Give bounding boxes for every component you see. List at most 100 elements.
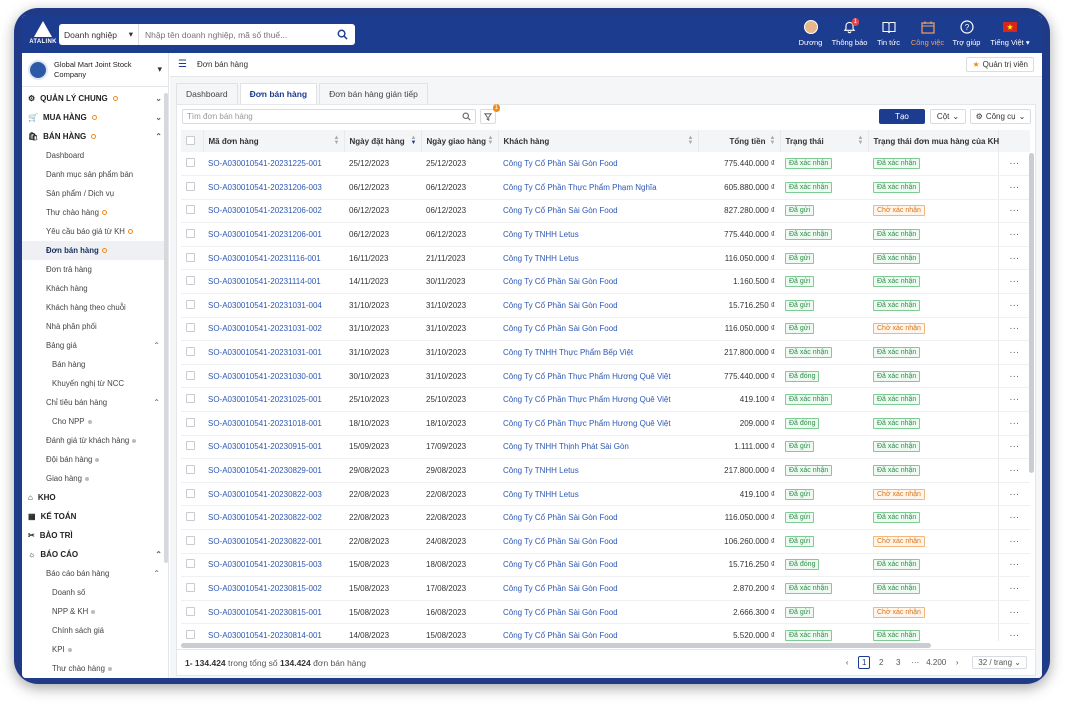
row-checkbox[interactable] bbox=[186, 370, 195, 380]
row-select-cell[interactable] bbox=[181, 340, 203, 365]
page-ellipsis[interactable]: ··· bbox=[911, 658, 920, 667]
table-row[interactable]: SO-A030010541-20230822-002 22/08/2023 22/0… bbox=[181, 505, 1030, 530]
row-select-cell[interactable] bbox=[181, 576, 203, 601]
row-actions-icon[interactable]: ··· bbox=[997, 293, 1030, 318]
sidebar-item-quote-request[interactable]: Yêu cầu báo giá từ KH bbox=[22, 222, 168, 241]
table-row[interactable]: SO-A030010541-20231225-001 25/12/2023 25/1… bbox=[181, 152, 1030, 177]
search-scope-select[interactable]: Doanh nghiệp ▾ bbox=[59, 24, 139, 45]
order-id-link[interactable]: SO-A030010541-20230822-002 bbox=[203, 505, 344, 530]
table-row[interactable]: SO-A030010541-20231018-001 18/10/2023 18/1… bbox=[181, 411, 1030, 436]
row-actions-icon[interactable]: ··· bbox=[997, 222, 1030, 247]
columns-button[interactable]: Cột ⌄ bbox=[930, 109, 966, 124]
sidebar-item-offer-letter[interactable]: Thư chào hàng bbox=[22, 203, 168, 222]
customer-link[interactable]: Công Ty TNHH Thực Phẩm Bếp Việt bbox=[498, 340, 698, 365]
row-checkbox[interactable] bbox=[186, 229, 195, 239]
row-checkbox[interactable] bbox=[186, 630, 195, 640]
table-row[interactable]: SO-A030010541-20231114-001 14/11/2023 30/1… bbox=[181, 269, 1030, 295]
order-id-link[interactable]: SO-A030010541-20231206-001 bbox=[203, 222, 344, 247]
row-checkbox[interactable] bbox=[186, 488, 195, 498]
row-checkbox[interactable] bbox=[186, 465, 195, 475]
page-2[interactable]: 2 bbox=[878, 658, 884, 667]
customer-link[interactable]: Công Ty Cổ Phần Sài Gòn Food bbox=[498, 529, 698, 554]
row-actions-icon[interactable]: ··· bbox=[997, 387, 1030, 413]
row-select-cell[interactable] bbox=[181, 411, 203, 436]
row-select-cell[interactable] bbox=[181, 152, 203, 177]
table-row[interactable]: SO-A030010541-20231206-001 06/12/2023 06/1… bbox=[181, 222, 1030, 247]
sidebar-item-price-ncc[interactable]: Khuyến nghị từ NCC bbox=[22, 374, 168, 393]
help-button[interactable]: ? Trợ giúp bbox=[947, 18, 986, 47]
order-id-link[interactable]: SO-A030010541-20231116-001 bbox=[203, 246, 344, 271]
table-row[interactable]: SO-A030010541-20231030-001 30/10/2023 31/1… bbox=[181, 364, 1030, 389]
search-button[interactable] bbox=[329, 24, 355, 45]
sidebar-item-dashboard[interactable]: Dashboard bbox=[22, 146, 168, 165]
row-actions-icon[interactable]: ··· bbox=[997, 246, 1030, 271]
row-select-cell[interactable] bbox=[181, 293, 203, 318]
customer-link[interactable]: Công Ty TNHH Letus bbox=[498, 246, 698, 271]
col-customer[interactable]: Khách hàng ▲ ▼ bbox=[498, 130, 699, 152]
order-id-link[interactable]: SO-A030010541-20231031-001 bbox=[203, 340, 344, 365]
row-actions-icon[interactable]: ··· bbox=[997, 529, 1030, 554]
filter-button[interactable]: 1 bbox=[480, 104, 500, 124]
row-actions-icon[interactable]: ··· bbox=[997, 600, 1030, 625]
table-horizontal-scrollbar[interactable] bbox=[181, 643, 931, 648]
row-checkbox[interactable] bbox=[186, 441, 195, 451]
col-customer-po-status[interactable]: Trạng thái đơn mua hàng của KH bbox=[868, 130, 999, 152]
row-checkbox[interactable] bbox=[186, 606, 195, 616]
customer-link[interactable]: Công Ty Cổ Phần Thực Phẩm Hương Quê Việt bbox=[498, 411, 698, 436]
row-select-cell[interactable] bbox=[181, 435, 203, 460]
row-select-cell[interactable] bbox=[181, 199, 203, 224]
tab-dashboard[interactable]: Dashboard bbox=[176, 83, 238, 104]
customer-link[interactable]: Công Ty TNHH Thịnh Phát Sài Gòn bbox=[498, 435, 698, 460]
customer-link[interactable]: Công Ty TNHH Letus bbox=[498, 482, 698, 507]
sidebar-section-general[interactable]: ⚙ QUẢN LÝ CHUNG ⌄ bbox=[22, 89, 168, 108]
row-select-cell[interactable] bbox=[181, 364, 203, 389]
row-actions-icon[interactable]: ··· bbox=[997, 411, 1030, 436]
row-checkbox[interactable] bbox=[186, 512, 195, 522]
sidebar-item-report-offer[interactable]: Thư chào hàng bbox=[22, 659, 168, 678]
order-id-link[interactable]: SO-A030010541-20230815-003 bbox=[203, 553, 344, 578]
sidebar-item-npp-kh[interactable]: NPP & KH bbox=[22, 602, 168, 621]
row-checkbox[interactable] bbox=[186, 299, 195, 309]
row-checkbox[interactable] bbox=[186, 559, 195, 569]
row-select-cell[interactable] bbox=[181, 387, 203, 413]
order-id-link[interactable]: SO-A030010541-20231031-004 bbox=[203, 293, 344, 318]
customer-link[interactable]: Công Ty TNHH Letus bbox=[498, 458, 698, 483]
order-id-link[interactable]: SO-A030010541-20230829-001 bbox=[203, 458, 344, 483]
page-size-select[interactable]: 32 / trang ⌄ bbox=[972, 656, 1027, 669]
row-checkbox[interactable] bbox=[186, 158, 195, 168]
sidebar-item-policy[interactable]: Chính sách giá bbox=[22, 621, 168, 640]
customer-link[interactable]: Công Ty Cổ Phần Thực Phẩm Hương Quê Việt bbox=[498, 364, 698, 389]
row-select-cell[interactable] bbox=[181, 246, 203, 271]
table-row[interactable]: SO-A030010541-20230822-001 22/08/2023 24/0… bbox=[181, 529, 1030, 554]
row-actions-icon[interactable]: ··· bbox=[997, 458, 1030, 483]
sidebar-item-return-order[interactable]: Đơn trả hàng bbox=[22, 260, 168, 279]
app-logo[interactable]: ATALINK bbox=[28, 21, 58, 45]
last-page[interactable]: 4.200 bbox=[926, 658, 947, 667]
table-row[interactable]: SO-A030010541-20231116-001 16/11/2023 21/1… bbox=[181, 246, 1030, 271]
customer-link[interactable]: Công Ty Cổ Phần Sài Gòn Food bbox=[498, 199, 698, 224]
row-actions-icon[interactable]: ··· bbox=[997, 340, 1030, 365]
order-search-input[interactable]: Tìm đơn bán hàng bbox=[182, 109, 476, 124]
customer-link[interactable]: Công Ty Cổ Phần Sài Gòn Food bbox=[498, 293, 698, 318]
row-checkbox[interactable] bbox=[186, 205, 195, 215]
sidebar-section-sales[interactable]: 🛍 BÁN HÀNG ⌃ bbox=[22, 127, 168, 146]
sidebar-item-sales-order[interactable]: Đơn bán hàng bbox=[22, 241, 168, 260]
row-actions-icon[interactable]: ··· bbox=[997, 152, 1030, 177]
row-select-cell[interactable] bbox=[181, 623, 203, 641]
col-delivery-date[interactable]: Ngày giao hàng ▲ ▼ bbox=[421, 130, 499, 152]
order-id-link[interactable]: SO-A030010541-20230814-001 bbox=[203, 623, 344, 641]
row-checkbox[interactable] bbox=[186, 323, 195, 333]
table-row[interactable]: SO-A030010541-20231031-001 31/10/2023 31/1… bbox=[181, 340, 1030, 365]
sidebar-item-price-sales[interactable]: Bán hàng bbox=[22, 355, 168, 374]
row-actions-icon[interactable]: ··· bbox=[997, 482, 1030, 507]
company-switcher[interactable]: Global Mart Joint Stock Company ▾ bbox=[22, 53, 168, 87]
table-row[interactable]: SO-A030010541-20230815-003 15/08/2023 18/0… bbox=[181, 553, 1030, 578]
row-actions-icon[interactable]: ··· bbox=[997, 269, 1030, 295]
row-select-cell[interactable] bbox=[181, 529, 203, 554]
table-row[interactable]: SO-A030010541-20231025-001 25/10/2023 25/1… bbox=[181, 387, 1030, 413]
order-id-link[interactable]: SO-A030010541-20231031-002 bbox=[203, 317, 344, 342]
table-row[interactable]: SO-A030010541-20230815-002 15/08/2023 17/0… bbox=[181, 576, 1030, 601]
row-checkbox[interactable] bbox=[186, 582, 195, 592]
sidebar-item-kpi[interactable]: KPI bbox=[22, 640, 168, 659]
row-checkbox[interactable] bbox=[186, 417, 195, 427]
